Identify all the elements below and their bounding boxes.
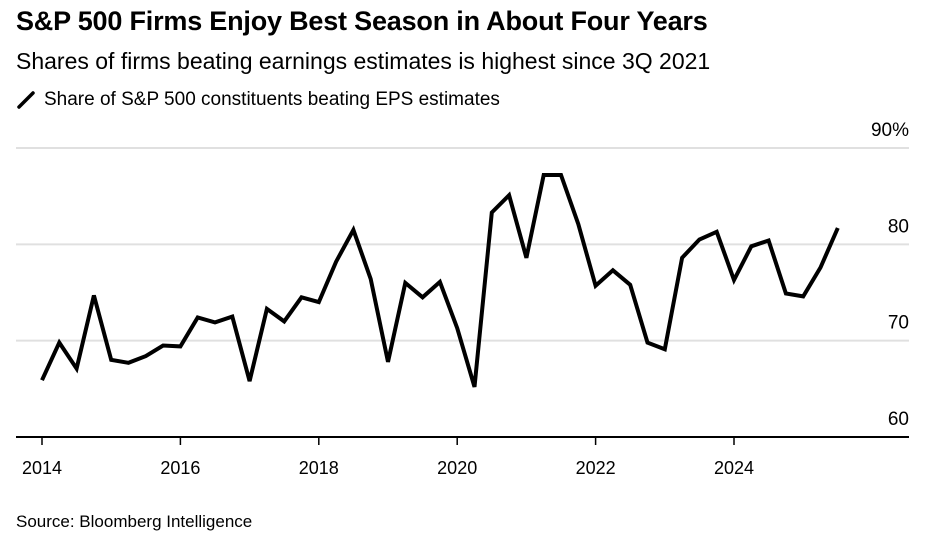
chart-subtitle: Shares of firms beating earnings estimat… bbox=[16, 48, 711, 74]
series-group bbox=[40, 173, 840, 388]
legend: Share of S&P 500 constituents beating EP… bbox=[16, 89, 500, 111]
x-tick-label-2014: 2014 bbox=[22, 458, 62, 478]
y-tick-label-80: 80 bbox=[888, 216, 909, 237]
source-note: Source: Bloomberg Intelligence bbox=[16, 512, 253, 531]
series-line-0 bbox=[40, 173, 840, 388]
legend-line-icon bbox=[17, 91, 35, 109]
y-axis-ticks: 60 70 80 90% bbox=[871, 120, 909, 430]
chart-title: S&P 500 Firms Enjoy Best Season in About… bbox=[16, 6, 708, 36]
x-tick-label-2018: 2018 bbox=[299, 458, 339, 478]
x-tick-label-2022: 2022 bbox=[576, 458, 616, 478]
x-tick-label-2020: 2020 bbox=[437, 458, 477, 478]
x-tick-label-2024: 2024 bbox=[714, 458, 754, 478]
y-tick-label-70: 70 bbox=[888, 313, 909, 334]
y-tick-label-90: 90% bbox=[871, 120, 909, 141]
gridlines bbox=[16, 147, 909, 342]
legend-label: Share of S&P 500 constituents beating EP… bbox=[44, 89, 500, 110]
y-tick-label-60: 60 bbox=[888, 409, 909, 430]
x-axis: 2014 2016 2018 2020 2022 2024 bbox=[16, 436, 909, 478]
x-tick-label-2016: 2016 bbox=[160, 458, 200, 478]
